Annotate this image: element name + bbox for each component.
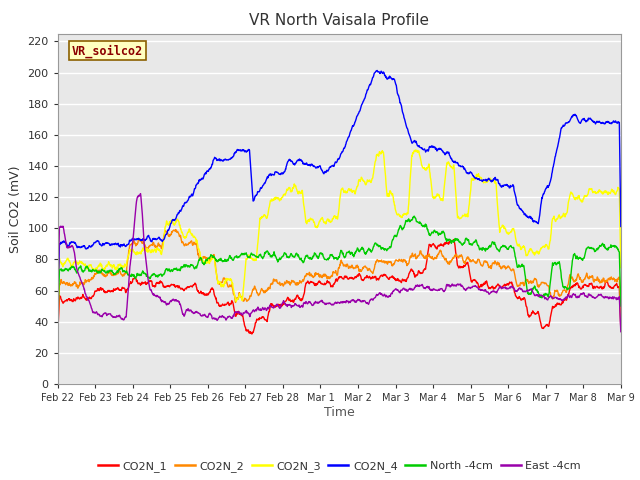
Legend: CO2N_1, CO2N_2, CO2N_3, CO2N_4, North -4cm, East -4cm: CO2N_1, CO2N_2, CO2N_3, CO2N_4, North -4…	[93, 457, 585, 477]
Y-axis label: Soil CO2 (mV): Soil CO2 (mV)	[9, 165, 22, 252]
X-axis label: Time: Time	[324, 406, 355, 419]
Text: VR_soilco2: VR_soilco2	[72, 44, 143, 58]
Title: VR North Vaisala Profile: VR North Vaisala Profile	[249, 13, 429, 28]
